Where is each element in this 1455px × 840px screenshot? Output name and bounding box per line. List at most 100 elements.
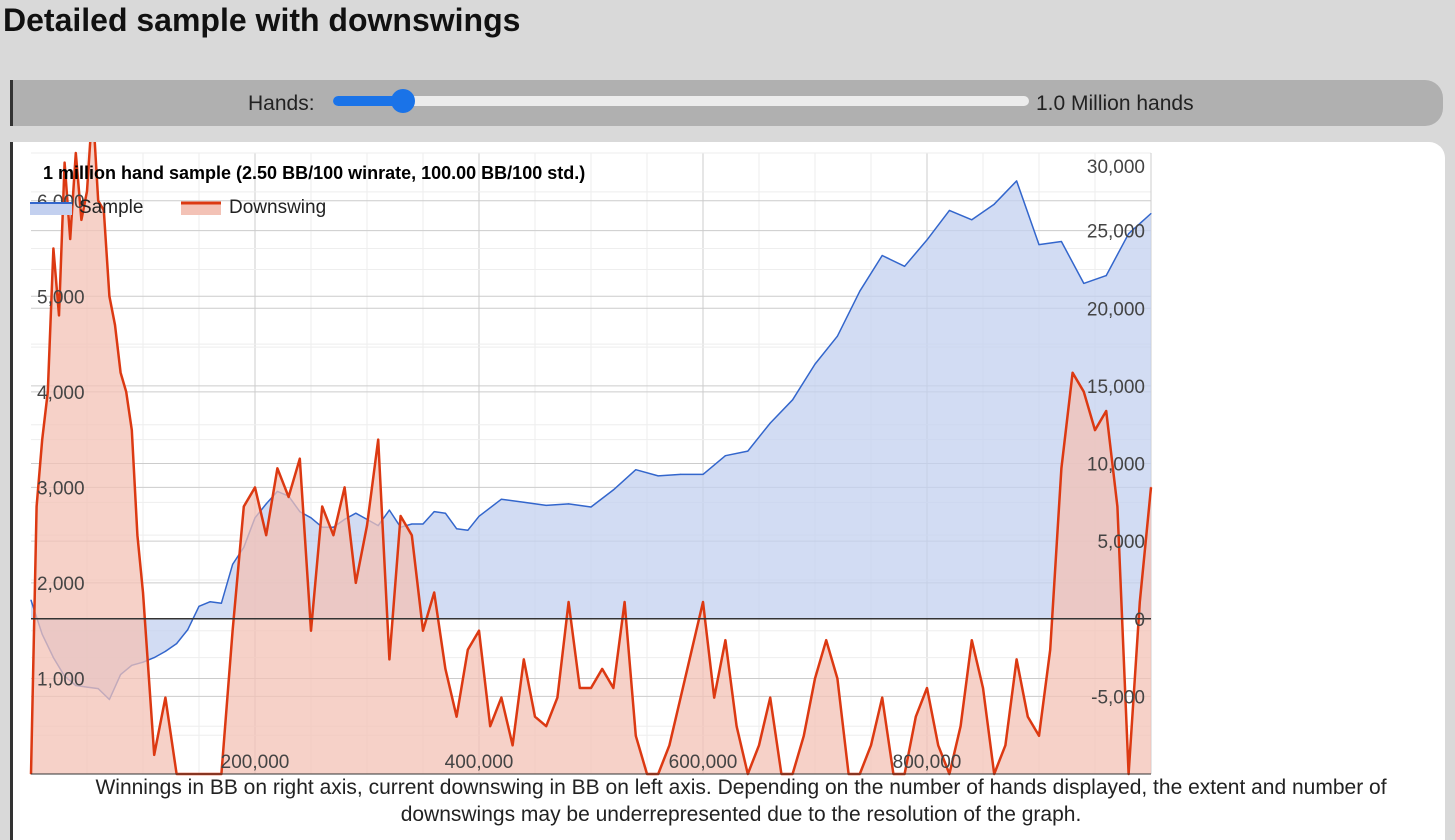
sample-point — [971, 219, 973, 221]
page-title: Detailed sample with downswings — [3, 2, 521, 38]
downswing-point — [960, 725, 962, 727]
sample-point — [355, 512, 357, 514]
sample-point — [1016, 180, 1018, 182]
legend-downswing-swatch — [181, 203, 221, 215]
sample-point — [1038, 243, 1040, 246]
downswing-point — [881, 696, 883, 699]
sample-point — [209, 601, 211, 603]
chart-panel: -5,000 0 5,000 10,000 15,000 20,000 25,000 30,0… — [10, 142, 1445, 840]
sample-point — [220, 602, 222, 604]
sample-point — [836, 335, 839, 337]
sample-point — [198, 605, 200, 607]
downswing-point — [702, 601, 704, 603]
right-tick-label: 10,000 — [1087, 455, 1145, 476]
winnings-chart: -5,000 0 5,000 10,000 15,000 20,000 25,000 30,0… — [29, 142, 1153, 776]
downswing-point — [836, 677, 839, 680]
downswing-point — [164, 696, 166, 699]
downswing-point — [125, 391, 127, 393]
downswing-point — [635, 735, 637, 737]
downswing-point — [64, 161, 66, 164]
downswing-point — [769, 696, 771, 699]
legend-sample-swatch — [30, 203, 72, 215]
sample-point — [792, 399, 794, 401]
downswing-point — [232, 630, 234, 632]
sample-point — [523, 501, 525, 503]
hands-label: Hands: — [248, 92, 315, 115]
right-tick-label: 30,000 — [1087, 157, 1145, 178]
sample-point — [187, 629, 189, 631]
downswing-point — [444, 668, 446, 670]
sample-point — [590, 506, 592, 508]
sample-point — [568, 503, 570, 505]
downswing-point — [265, 534, 267, 536]
downswing-point — [108, 295, 110, 297]
sample-point — [948, 209, 951, 212]
hands-slider-thumb[interactable] — [390, 89, 415, 113]
downswing-point — [366, 525, 368, 527]
downswing-point — [86, 190, 88, 192]
downswing-area — [31, 142, 1151, 774]
downswing-point — [926, 687, 928, 689]
sample-point — [1128, 233, 1130, 235]
downswing-point — [1150, 486, 1152, 488]
right-tick-label: -5,000 — [1091, 687, 1145, 708]
sample-point — [153, 656, 155, 659]
downswing-point — [41, 439, 43, 441]
sample-point — [478, 515, 480, 517]
sample-point — [265, 503, 267, 505]
downswing-point — [512, 744, 514, 746]
downswing-point — [579, 687, 581, 689]
downswing-point — [433, 591, 435, 594]
downswing-point — [153, 754, 155, 756]
sample-point — [545, 504, 547, 507]
downswing-point — [69, 238, 71, 240]
sample-point — [422, 523, 424, 525]
downswing-point — [131, 429, 133, 431]
downswing-point — [310, 630, 312, 632]
legend-sample-label: Sample — [79, 197, 143, 218]
sample-point — [467, 529, 469, 531]
downswing-point — [680, 696, 682, 699]
downswing-point — [1116, 505, 1118, 508]
downswing-point — [624, 601, 626, 603]
sample-point — [232, 563, 234, 566]
axis-labels: -5,000 0 5,000 10,000 15,000 20,000 25,000 30,0… — [37, 157, 1145, 773]
right-tick-label: 20,000 — [1087, 299, 1145, 320]
legend: Sample Downswing — [30, 197, 326, 218]
downswing-point — [568, 601, 570, 603]
downswing-point — [612, 687, 615, 689]
downswing-point — [299, 458, 301, 460]
sample-point — [926, 239, 928, 241]
chart-caption: Winnings in BB on right axis, current do… — [95, 776, 1387, 826]
downswing-point — [825, 639, 827, 641]
sample-point — [433, 511, 435, 513]
series-layer — [29, 142, 1153, 776]
right-tick-label: 25,000 — [1087, 222, 1145, 243]
left-tick-label: 5,000 — [37, 287, 85, 308]
downswing-point — [344, 486, 346, 488]
downswing-point — [47, 391, 49, 393]
x-tick-label: 600,000 — [669, 752, 738, 773]
sample-point — [680, 473, 682, 475]
chart-title: 1 million hand sample (2.50 BB/100 winra… — [43, 163, 585, 183]
downswing-point — [590, 687, 592, 689]
downswing-point — [136, 534, 138, 536]
downswing-point — [36, 505, 38, 508]
sample-point — [164, 650, 166, 652]
sample-point — [1105, 275, 1107, 277]
hands-slider[interactable] — [333, 89, 1029, 113]
downswing-point — [103, 209, 105, 211]
sample-point — [456, 528, 458, 530]
left-tick-label: 4,000 — [37, 383, 85, 404]
downswing-point — [736, 725, 738, 727]
sample-point — [993, 203, 995, 205]
downswing-point — [915, 716, 917, 718]
sample-point — [724, 455, 727, 457]
downswing-point — [332, 534, 334, 536]
left-tick-label: 1,000 — [37, 669, 85, 690]
x-tick-label: 400,000 — [445, 752, 514, 773]
sample-point — [500, 498, 502, 500]
downswing-point — [1016, 658, 1018, 660]
downswing-point — [142, 591, 144, 594]
hands-slider-fill — [333, 96, 403, 106]
